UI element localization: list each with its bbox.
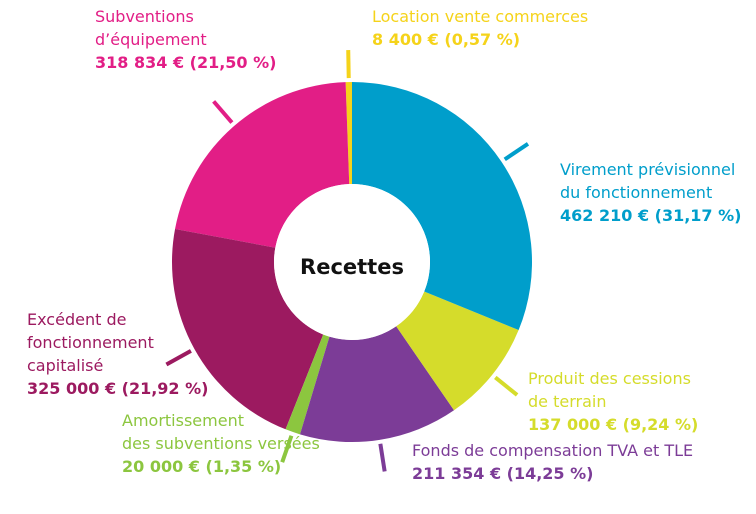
slice-label: Location vente commerces 8 400 € (0,57 %) xyxy=(372,5,588,51)
slice-label: Amortissement des subventions versées 20 … xyxy=(122,409,320,478)
value-label: 8 400 € (0,57 %) xyxy=(372,30,521,49)
slice xyxy=(285,334,330,435)
category-name: Fonds de compensation TVA et TLE xyxy=(412,441,694,460)
value-label: 325 000 € (21,92 %) xyxy=(27,379,209,398)
value-label: 137 000 € (9,24 %) xyxy=(528,415,699,434)
slice xyxy=(345,82,352,185)
slice xyxy=(175,82,350,248)
center-label: Recettes xyxy=(300,255,404,279)
category-name: Amortissement des subventions versées xyxy=(122,411,320,453)
category-name: Excédent de fonctionnement capitalisé xyxy=(27,310,154,375)
leader-line xyxy=(503,142,530,162)
slice-label: Produit des cessions de terrain 137 000 €… xyxy=(528,367,698,436)
leader-line xyxy=(165,349,192,367)
leader-line xyxy=(212,100,234,124)
slice-label: Virement prévisionnel du fonctionnement 4… xyxy=(560,158,741,227)
slice xyxy=(396,291,519,411)
slice-label: Fonds de compensation TVA et TLE 211 354 … xyxy=(412,439,693,485)
category-name: Produit des cessions de terrain xyxy=(528,369,691,411)
value-label: 211 354 € (14,25 %) xyxy=(412,464,594,483)
leader-line xyxy=(280,435,294,463)
category-name: Subventions d’équipement xyxy=(95,7,207,49)
slice xyxy=(352,82,532,331)
slice-label: Subventions d’équipement 318 834 € (21,50… xyxy=(95,5,276,74)
donut-hole xyxy=(274,184,430,340)
category-name: Location vente commerces xyxy=(372,7,589,26)
value-label: 462 210 € (31,17 %) xyxy=(560,206,742,225)
slice-label: Excédent de fonctionnement capitalisé 325… xyxy=(27,308,208,400)
leader-line xyxy=(378,443,387,472)
category-name: Virement prévisionnel du fonctionnement xyxy=(560,160,736,202)
leader-line xyxy=(494,375,519,397)
value-label: 20 000 € (1,35 %) xyxy=(122,457,282,476)
value-label: 318 834 € (21,50 %) xyxy=(95,53,277,72)
slice xyxy=(172,229,324,430)
slice xyxy=(299,326,455,442)
